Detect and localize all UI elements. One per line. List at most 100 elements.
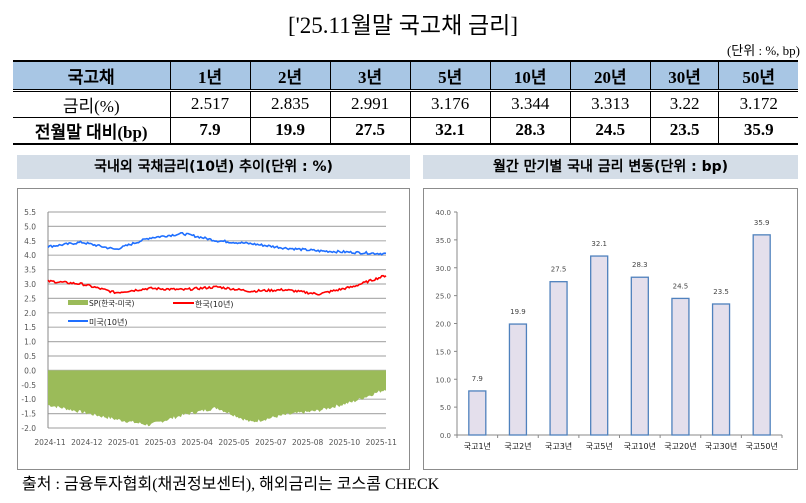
y-tick-label: 3.0 [24, 280, 36, 289]
bar-value-label: 19.9 [510, 308, 526, 316]
bar-value-label: 24.5 [673, 282, 689, 290]
header-cell: 3년 [329, 60, 411, 92]
y-tick-label: -1.5 [21, 410, 36, 419]
table-cell: 23.5 [649, 117, 719, 145]
x-tick-label: 2025-04 [182, 438, 214, 447]
bar [590, 255, 609, 436]
bar-value-label: 35.9 [754, 219, 770, 227]
spread-area [48, 370, 386, 427]
table-row: 전월말 대비(bp) 7.9 19.9 27.5 32.1 28.3 24.5 … [13, 117, 798, 145]
source-note: 출처 : 금융투자협회(채권정보센터), 해외금리는 코스콤 CHECK [22, 476, 440, 493]
bar [549, 281, 568, 436]
header-cell: 30년 [649, 60, 719, 92]
bar [508, 323, 528, 436]
bar-value-label: 7.9 [472, 375, 483, 383]
bar-chart: 40.0 35.0 30.0 25.0 20.0 15.0 10.0 5.0 0.0 7.9 국고1… [435, 209, 783, 451]
row-label: 금리(%) [13, 89, 170, 118]
table-cell: 3.313 [569, 89, 651, 118]
y-tick-label: 25.0 [435, 293, 451, 301]
y-tick-label: 0.0 [440, 432, 451, 440]
header-cell: 20년 [569, 60, 651, 92]
x-tick-label: 2024-12 [71, 438, 103, 447]
x-tick-label: 2025-03 [145, 438, 177, 447]
bar-value-label: 23.5 [713, 288, 729, 296]
table-cell: 3.176 [409, 89, 491, 118]
bar [468, 390, 487, 436]
y-tick-label: 0.5 [24, 352, 36, 361]
y-tick-label: 4.0 [24, 251, 36, 260]
y-tick-label: 1.5 [24, 323, 36, 332]
x-category-label: 국고30년 [705, 441, 737, 451]
header-cell: 1년 [169, 60, 251, 92]
y-tick-label: -0.5 [21, 381, 36, 390]
y-tick-label: 3.5 [24, 266, 36, 275]
bar-value-label: 28.3 [632, 261, 648, 269]
table-cell: 28.3 [489, 117, 571, 145]
x-category-label: 국고20년 [664, 441, 696, 451]
y-tick-label: 5.5 [24, 208, 36, 217]
x-tick-label: 2025-10 [329, 438, 361, 447]
y-tick-label: 4.5 [24, 237, 36, 246]
page-title: ['25.11월말 국고채 금리] [288, 13, 518, 38]
table-cell: 19.9 [249, 117, 331, 145]
y-tick-label: 2.5 [24, 294, 36, 303]
svg-text:미국(10년): 미국(10년) [89, 317, 128, 327]
line-chart: 5.5 5.0 4.5 4.0 3.5 3.0 2.5 2.0 1.5 1.0 0.5 0.0 -0.5… [21, 208, 398, 447]
us-10y-line [47, 232, 387, 256]
row-label: 전월말 대비(bp) [13, 117, 170, 145]
chart-legend: SP(한국-미국) 한국(10년) 미국(10년) [68, 299, 234, 327]
bar [671, 297, 690, 436]
x-tick-label: 2025-05 [218, 438, 250, 447]
bar-chart-title: 월간 만기별 국내 금리 변동(단위 : bp) [423, 155, 798, 179]
x-category-label: 국고3년 [545, 441, 572, 451]
header-cell: 50년 [718, 60, 798, 92]
table-cell: 32.1 [409, 117, 491, 145]
bar [630, 276, 649, 436]
y-tick-label: 40.0 [435, 209, 451, 217]
line-chart-title: 국내외 국채금리(10년) 추이(단위 : %) [17, 155, 410, 179]
table-cell: 2.991 [329, 89, 411, 118]
bar-value-label: 32.1 [591, 240, 607, 248]
unit-note: (단위 : %, bp) [726, 43, 800, 58]
x-category-label: 국고1년 [464, 441, 491, 451]
y-tick-label: 10.0 [435, 376, 451, 384]
x-category-label: 국고2년 [504, 441, 531, 451]
y-tick-label: 0.0 [24, 366, 36, 375]
line-chart-panel: 5.5 5.0 4.5 4.0 3.5 3.0 2.5 2.0 1.5 1.0 0.5 0.0 -0.5… [17, 188, 410, 470]
header-cell: 국고채 [13, 60, 170, 92]
header-cell: 2년 [249, 60, 331, 92]
x-tick-label: 2025-01 [108, 438, 140, 447]
y-tick-label: 1.0 [24, 338, 36, 347]
x-tick-label: 2025-11 [366, 438, 398, 447]
table-row: 금리(%) 2.517 2.835 2.991 3.176 3.344 3.31… [13, 89, 798, 118]
y-tick-label: -2.0 [21, 424, 36, 433]
x-tick-label: 2024-11 [34, 438, 66, 447]
table-cell: 2.517 [169, 89, 251, 118]
y-tick-label: 35.0 [435, 237, 451, 245]
header-cell: 5년 [409, 60, 491, 92]
table-cell: 7.9 [169, 117, 251, 145]
table-cell: 24.5 [569, 117, 651, 145]
y-tick-label: -1.0 [21, 395, 36, 404]
y-tick-label: 15.0 [435, 348, 451, 356]
table-cell: 3.22 [649, 89, 719, 118]
svg-text:한국(10년): 한국(10년) [195, 299, 234, 309]
svg-text:SP(한국-미국): SP(한국-미국) [89, 299, 135, 308]
table-cell: 2.835 [249, 89, 331, 118]
y-tick-label: 20.0 [435, 321, 451, 329]
y-tick-label: 2.0 [24, 309, 36, 318]
y-tick-label: 30.0 [435, 265, 451, 273]
korea-10y-line [47, 274, 387, 296]
y-tick-label: 5.0 [440, 404, 451, 412]
table-cell: 3.344 [489, 89, 571, 118]
x-category-label: 국고10년 [624, 441, 656, 451]
table-header-row: 국고채 1년 2년 3년 5년 10년 20년 30년 50년 [13, 60, 798, 92]
y-tick-label: 5.0 [24, 222, 36, 231]
table-cell: 27.5 [329, 117, 411, 145]
bar-value-label: 27.5 [551, 266, 567, 274]
table-cell: 35.9 [718, 117, 798, 145]
bar [752, 234, 771, 436]
header-cell: 10년 [489, 60, 571, 92]
bar-chart-panel: 40.0 35.0 30.0 25.0 20.0 15.0 10.0 5.0 0.0 7.9 국고1… [423, 188, 798, 470]
table-cell: 3.172 [718, 89, 798, 118]
